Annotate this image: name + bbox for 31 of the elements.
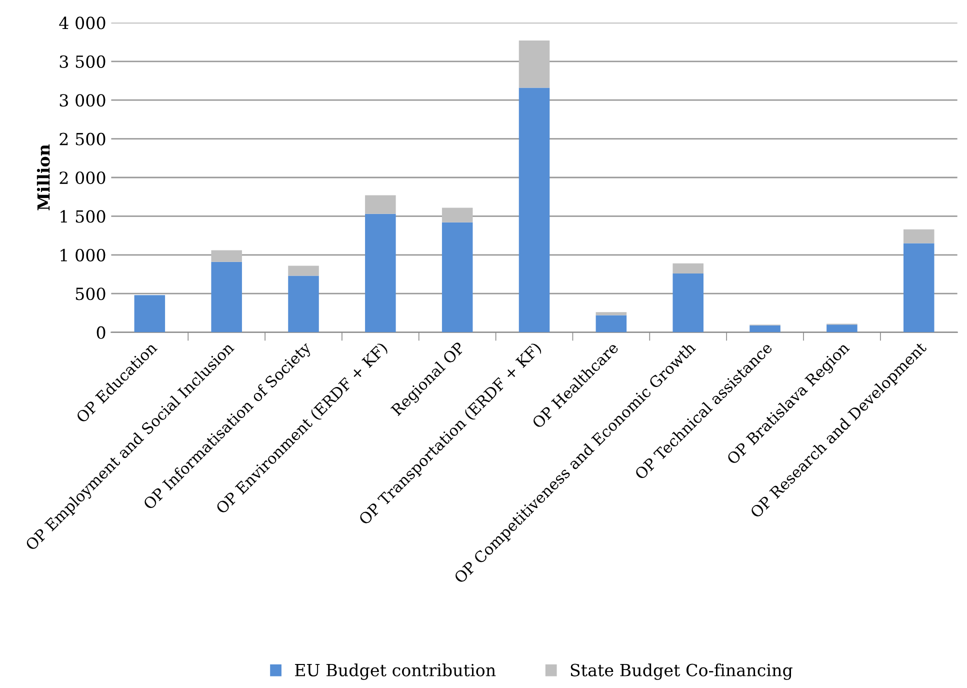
y-tick-label: 4 000 [59, 16, 106, 30]
y-tick-label: 1 500 [60, 210, 106, 223]
bar [518, 40, 550, 88]
bar [750, 325, 780, 332]
y-tick-label: 500 [76, 288, 106, 300]
y-axis-title: Million [36, 144, 50, 210]
y-tick-label: 3 000 [60, 94, 106, 107]
legend-label: State Budget Co-financing [570, 664, 792, 680]
bar [288, 266, 319, 276]
bar [134, 295, 166, 332]
bar [211, 250, 242, 262]
bar [442, 222, 473, 332]
bar [288, 276, 319, 332]
bar [596, 312, 627, 316]
bar [596, 315, 627, 332]
y-tick-label: 2 000 [60, 171, 106, 184]
bar [672, 263, 704, 274]
y-tick-label: 0 [96, 326, 106, 339]
bar [826, 324, 858, 332]
bar [365, 214, 396, 332]
bar [211, 262, 242, 332]
bar [442, 208, 473, 222]
y-tick-label: 3 500 [60, 55, 106, 68]
bar [903, 229, 934, 244]
bar [903, 243, 934, 332]
y-tick-label: 1 000 [60, 248, 106, 262]
y-tick-label: 2 500 [60, 132, 106, 146]
bar [518, 88, 550, 332]
bar [365, 195, 396, 214]
bar [672, 273, 704, 332]
legend-label: EU Budget contribution [295, 664, 496, 680]
